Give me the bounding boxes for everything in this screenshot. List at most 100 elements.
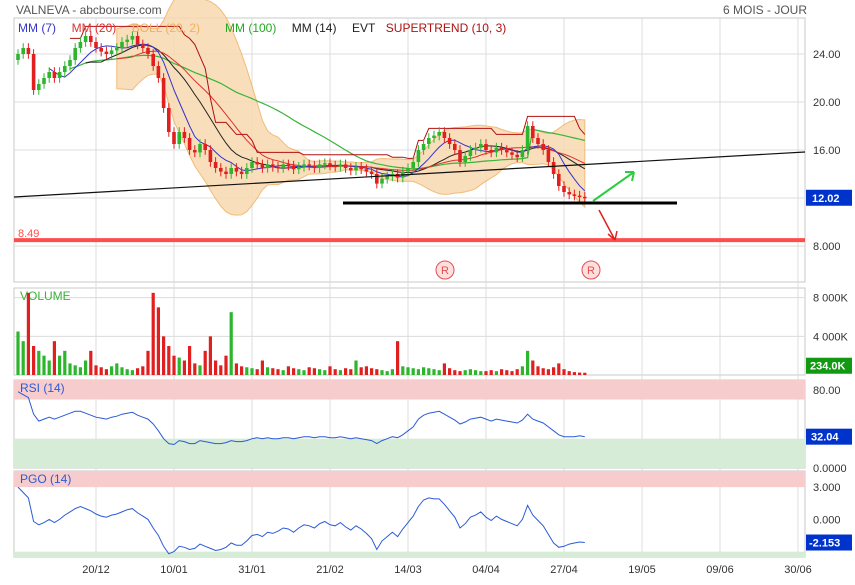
candle-body [479, 144, 483, 148]
candle-body [286, 164, 291, 166]
x-tick-label: 10/01 [160, 564, 188, 576]
volume-bar [21, 341, 25, 375]
candle-body [99, 48, 103, 52]
last-pgo-badge [806, 534, 852, 551]
candle-body [442, 132, 447, 138]
volume-bar [120, 367, 124, 375]
legend-item: EVT [352, 21, 376, 35]
candle-body [177, 132, 181, 144]
candle-body [421, 144, 426, 150]
candle-body [130, 36, 135, 40]
volume-bar [531, 360, 535, 375]
x-tick-label: 04/04 [472, 564, 500, 576]
volume-bar [32, 346, 36, 375]
volume-layer: VOLUME [16, 289, 587, 375]
volume-bar [484, 371, 488, 375]
bollinger-band [116, 0, 586, 216]
volume-bar [396, 341, 400, 375]
candle-body [432, 135, 436, 138]
x-tick-label: 27/04 [550, 564, 578, 576]
candle-body [416, 150, 421, 162]
candle-body [37, 84, 41, 90]
volume-bar [422, 367, 426, 375]
volume-bar [26, 292, 30, 375]
volume-bar [182, 360, 186, 375]
volume-bar [266, 367, 270, 375]
volume-bar [557, 363, 561, 375]
volume-bar [510, 371, 514, 375]
candle-body [343, 164, 348, 168]
volume-bar [536, 366, 540, 375]
rsi-title: RSI (14) [20, 381, 65, 395]
volume-bar [380, 370, 384, 375]
candle-body [484, 144, 488, 150]
candle-body [224, 171, 228, 174]
candle-body [323, 163, 327, 165]
volume-bar [458, 371, 462, 375]
x-tick-label: 14/03 [394, 564, 422, 576]
candle-body [21, 48, 25, 54]
candle-body [250, 162, 254, 168]
candle-body [536, 138, 540, 144]
candle-body [510, 152, 514, 155]
volume-bar [318, 369, 322, 375]
volume-bar [312, 368, 316, 375]
volume-bar [255, 369, 259, 375]
candle-body [551, 162, 556, 174]
candle-body [255, 162, 259, 165]
candle-body [203, 144, 207, 150]
volume-bar [219, 365, 223, 375]
candle-body [453, 144, 457, 150]
volume-bar [401, 366, 405, 375]
legend-item: MM (7) [18, 21, 56, 35]
volume-bar [250, 368, 254, 375]
volume-bar [344, 368, 348, 375]
volume-bar [156, 307, 160, 375]
volume-bar [125, 369, 129, 375]
candle-body [104, 51, 109, 54]
rsi-tick-label: 80.00 [813, 385, 841, 397]
candle-body [354, 166, 358, 171]
volume-bar [281, 370, 285, 375]
candle-body [63, 66, 67, 72]
candle-body [73, 48, 77, 60]
candle-body [307, 164, 311, 166]
candle-body [583, 196, 587, 199]
volume-bar [73, 365, 77, 375]
candle-body [208, 150, 213, 162]
volume-bar [63, 350, 67, 375]
rsi-tick-label: 0.0000 [813, 463, 847, 475]
arrow-down-icon [598, 209, 618, 241]
pgo-line [17, 486, 585, 555]
r-event-marker[interactable] [435, 260, 455, 280]
candle-body [489, 150, 493, 153]
last-rsi-badge [806, 428, 852, 445]
volume-bar [214, 360, 218, 375]
volume-bar [453, 370, 457, 375]
candle-body [68, 60, 72, 66]
volume-bar [572, 372, 576, 375]
volume-bar [359, 367, 363, 375]
last-pgo-text: -2.153 [809, 538, 840, 550]
candle-body [31, 54, 36, 90]
candle-body [187, 138, 192, 150]
volume-bar [193, 363, 197, 375]
x-tick-label: 21/02 [316, 564, 344, 576]
candle-body [156, 66, 161, 78]
candle-body [302, 164, 306, 167]
candle-body [161, 78, 166, 108]
candle-body [468, 150, 473, 156]
candle-body [260, 164, 265, 168]
volume-bar [141, 366, 145, 375]
volume-bar [489, 370, 493, 375]
volume-panel-frame [13, 287, 806, 376]
r-event-marker[interactable] [581, 260, 601, 280]
candle-body [385, 176, 389, 179]
price-tick-label: 8.000 [813, 241, 841, 253]
volume-bar [47, 360, 51, 375]
candle-body [546, 150, 551, 162]
volume-bar [78, 367, 82, 375]
volume-bar [370, 368, 374, 375]
volume-bar [385, 371, 389, 375]
volume-bar [52, 341, 56, 375]
